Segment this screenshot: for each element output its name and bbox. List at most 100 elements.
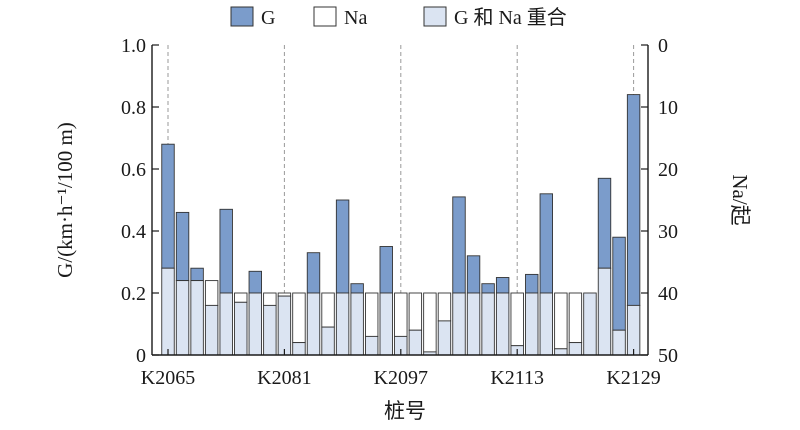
bar-group <box>408 292 423 356</box>
bar-group <box>234 292 248 356</box>
legend-label-overlap: G 和 Na 重合 <box>454 6 567 29</box>
bar-group <box>248 270 263 356</box>
bar-group <box>379 246 393 356</box>
bar-g <box>481 283 495 294</box>
y-right-tick-label: 40 <box>658 283 678 305</box>
bar-overlap <box>365 335 379 356</box>
bars <box>161 94 641 356</box>
y-right-tick-label: 50 <box>658 345 678 367</box>
bar-group <box>175 211 190 356</box>
bar-group <box>583 292 597 356</box>
y-left-tick-label: 0.2 <box>121 283 146 305</box>
y-axis-left-title: G/(km·h⁻¹/100 m) <box>53 122 77 278</box>
bar-group <box>350 283 364 356</box>
bar-na <box>277 292 292 297</box>
bar-overlap <box>568 342 583 356</box>
y-left-tick-label: 0.4 <box>121 221 146 243</box>
bar-overlap <box>234 301 248 356</box>
bar-g <box>161 143 175 269</box>
bar-group <box>365 292 379 356</box>
legend-swatch-g <box>230 6 254 27</box>
bar-g <box>466 255 481 294</box>
bar-group <box>466 255 481 356</box>
bar-na <box>554 292 568 350</box>
y-axis-right-title: Na/起 <box>728 174 752 225</box>
y-left-tick-label: 0 <box>136 345 146 367</box>
bar-overlap <box>626 304 641 356</box>
legend: G Na G 和 Na 重合 <box>230 6 567 29</box>
bar-na <box>365 292 379 337</box>
bar-overlap <box>539 292 553 356</box>
bar-overlap <box>321 326 335 356</box>
bar-group <box>321 292 335 356</box>
y-right-tick-label: 20 <box>658 159 678 181</box>
bar-group <box>437 292 452 356</box>
bar-group <box>510 292 524 356</box>
bar-overlap <box>175 280 190 356</box>
bar-group <box>306 252 321 356</box>
x-tick-label: K2065 <box>141 367 195 389</box>
bar-group <box>219 208 233 356</box>
bar-group <box>204 280 219 356</box>
bar-na <box>204 280 219 306</box>
bar-na <box>510 292 524 347</box>
bar-overlap <box>277 295 292 356</box>
bar-g <box>539 193 553 294</box>
bar-na <box>292 292 306 344</box>
legend-label-g: G <box>261 7 275 29</box>
bar-group <box>277 292 292 356</box>
bar-g <box>597 177 612 269</box>
bar-overlap <box>452 292 466 356</box>
bar-group <box>423 292 437 356</box>
bar-group <box>612 236 626 356</box>
y-right-tick-label: 0 <box>658 35 668 57</box>
bar-overlap <box>190 280 204 356</box>
bar-overlap <box>481 292 495 356</box>
bar-overlap <box>219 292 233 356</box>
axes: 0 0.2 0.4 0.6 0.8 1.0 0 10 20 30 40 50 K2065 K2081 K20… <box>121 35 678 389</box>
bar-group <box>597 177 612 356</box>
bar-overlap <box>525 292 539 356</box>
x-tick-label: K2129 <box>606 367 660 389</box>
bar-group <box>394 292 408 356</box>
bar-g <box>612 236 626 331</box>
y-right-tick-label: 30 <box>658 221 678 243</box>
bar-g <box>495 277 510 294</box>
bar-na <box>423 292 437 353</box>
bar-overlap <box>466 292 481 356</box>
bar-group <box>335 199 350 356</box>
bar-group <box>495 277 510 356</box>
bar-group <box>161 143 175 356</box>
bar-g <box>175 211 190 282</box>
bar-overlap <box>554 348 568 356</box>
bar-overlap <box>161 267 175 356</box>
y-left-tick-label: 0.6 <box>121 159 146 181</box>
bar-overlap <box>437 320 452 356</box>
bar-group <box>626 94 641 356</box>
bar-na <box>321 292 335 328</box>
y-right-tick-label: 10 <box>658 97 678 119</box>
bar-overlap <box>292 342 306 356</box>
bar-g <box>248 270 263 294</box>
bar-g <box>452 196 466 294</box>
bar-group <box>452 196 466 356</box>
bar-na <box>568 292 583 344</box>
bar-g <box>626 94 641 306</box>
legend-label-na: Na <box>344 7 367 29</box>
bar-g <box>335 199 350 294</box>
bar-group <box>263 292 277 356</box>
x-tick-label: K2081 <box>257 367 311 389</box>
bar-na <box>408 292 423 331</box>
bar-na <box>263 292 277 306</box>
bar-overlap <box>612 329 626 356</box>
bar-overlap <box>597 267 612 356</box>
bar-overlap <box>495 292 510 356</box>
x-tick-label: K2097 <box>374 367 428 389</box>
legend-swatch-na <box>313 6 337 27</box>
bar-overlap <box>335 292 350 356</box>
y-left-tick-label: 0.8 <box>121 97 146 119</box>
bar-group <box>568 292 583 356</box>
x-tick-label: K2113 <box>490 367 544 389</box>
bar-g <box>219 208 233 294</box>
bar-g <box>379 246 393 294</box>
